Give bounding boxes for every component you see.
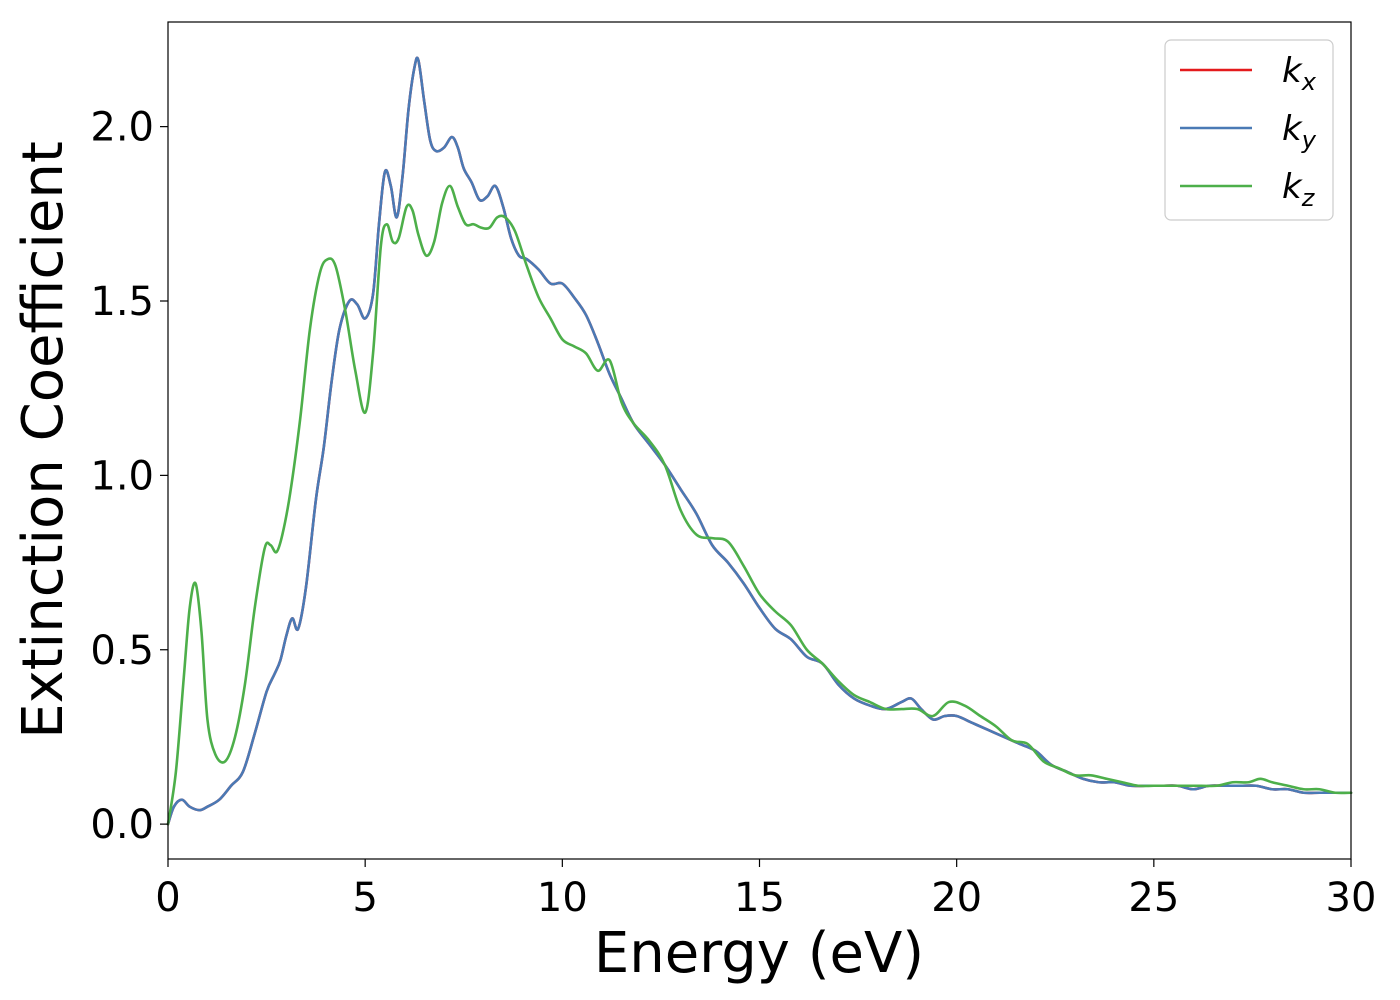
x-tick-label: 5 [352, 875, 377, 921]
series-line-ky [166, 56, 1353, 826]
x-axis-ticks: 0 5 10 15 20 25 30 [155, 859, 1376, 921]
x-tick-label: 15 [734, 875, 785, 921]
y-axis-ticks: 0.0 0.5 1.0 1.5 2.0 [90, 105, 168, 848]
y-axis-label: Extinction Coefficient [11, 141, 76, 739]
plot-area [168, 22, 1351, 859]
x-tick-label: 30 [1326, 875, 1377, 921]
y-tick-label: 2.0 [90, 105, 154, 151]
x-tick-label: 25 [1128, 875, 1179, 921]
y-tick-label: 0.0 [90, 802, 154, 848]
y-tick-label: 1.5 [90, 279, 154, 325]
legend: kx ky kz [1164, 39, 1334, 221]
x-tick-label: 10 [537, 875, 588, 921]
x-axis-label: Energy (eV) [594, 921, 924, 986]
legend-label-kz: kz [1282, 167, 1316, 212]
legend-label-kx: kx [1282, 51, 1317, 96]
series-line-kz [166, 184, 1353, 826]
legend-box [1164, 39, 1334, 221]
legend-label-ky: ky [1282, 109, 1317, 154]
x-tick-label: 20 [931, 875, 982, 921]
y-tick-label: 1.0 [90, 453, 154, 499]
x-tick-label: 0 [155, 875, 180, 921]
y-tick-label: 0.5 [90, 628, 154, 674]
series-layer [166, 56, 1353, 826]
